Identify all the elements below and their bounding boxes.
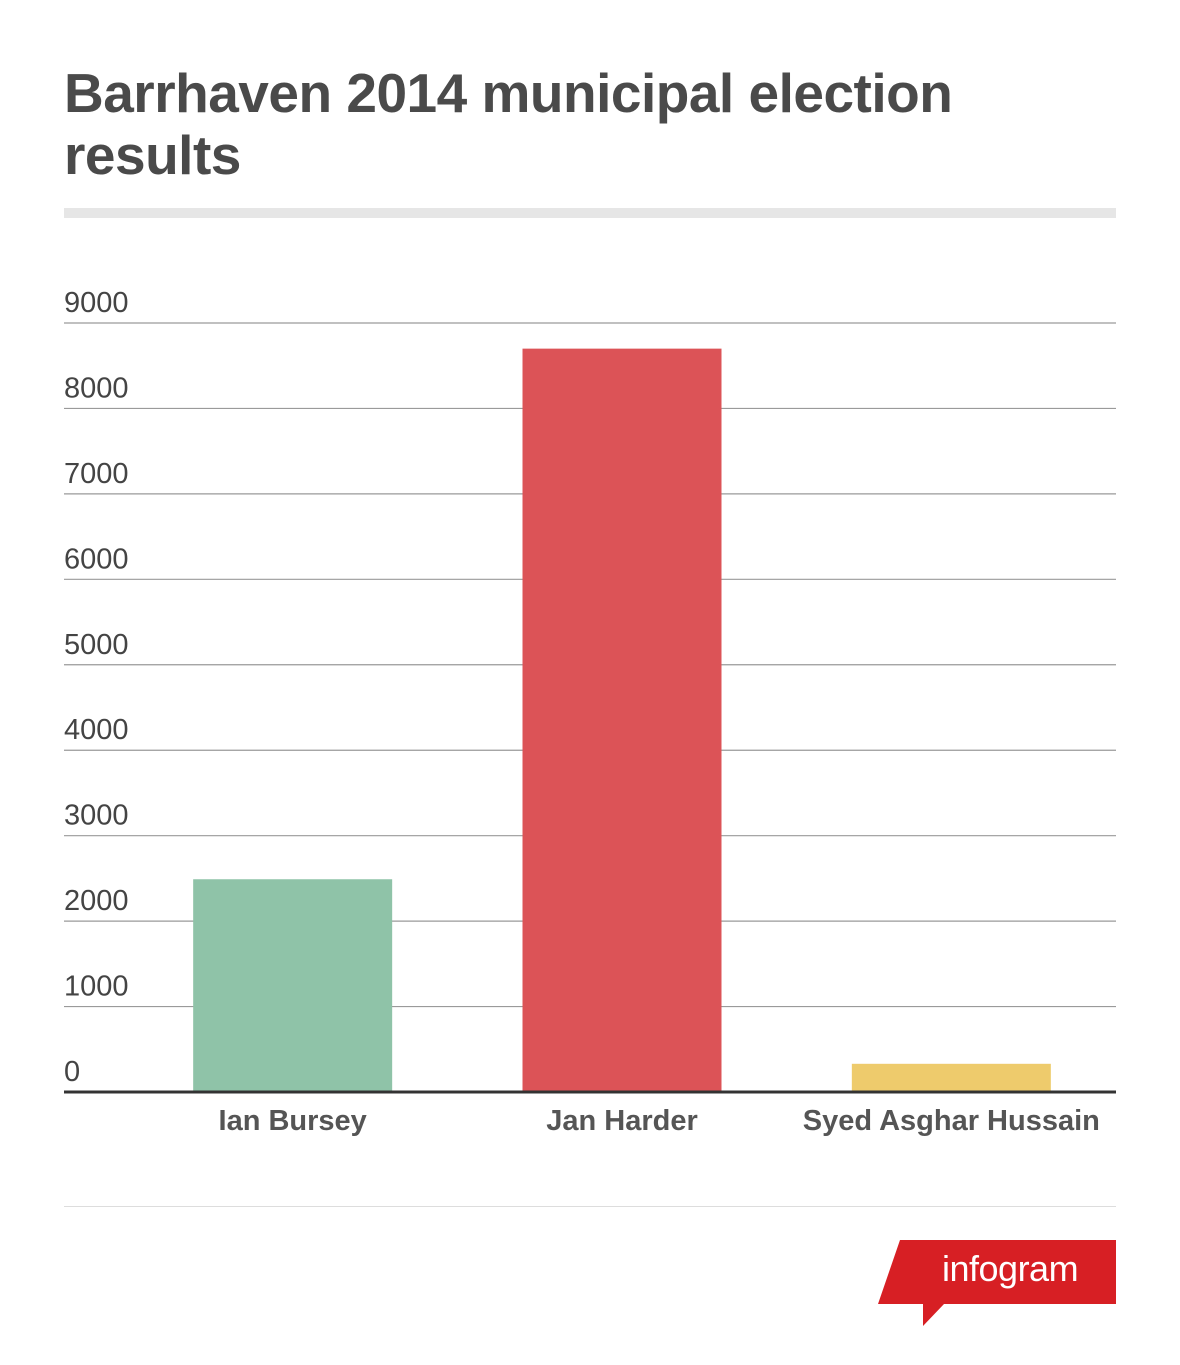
x-tick-label: Syed Asghar Hussain	[803, 1105, 1100, 1137]
bar-jan-harder	[522, 348, 722, 1093]
y-tick-label: 1000	[64, 971, 129, 1003]
y-tick-label: 6000	[64, 543, 129, 575]
footer-divider	[64, 1206, 1116, 1207]
bar-ian-bursey	[193, 879, 393, 1092]
x-tick-label: Jan Harder	[546, 1105, 698, 1137]
bar-chart: 0 1000 2000 3000 4000 5000 6000 7000 8000 9000 Ia…	[64, 287, 1116, 1137]
bars	[193, 348, 1051, 1093]
y-tick-label: 4000	[64, 714, 129, 746]
title-divider	[64, 208, 1116, 218]
y-tick-label: 0	[64, 1056, 80, 1088]
y-tick-label: 9000	[64, 287, 129, 319]
chart-title: Barrhaven 2014 municipal election result…	[64, 62, 953, 186]
x-axis-labels: Ian Bursey Jan Harder Syed Asghar Hussain	[219, 1105, 1100, 1137]
y-tick-label: 2000	[64, 885, 129, 917]
logo-text: infogram	[942, 1248, 1079, 1289]
y-tick-label: 5000	[64, 629, 129, 661]
y-tick-label: 3000	[64, 800, 129, 832]
y-tick-label: 7000	[64, 458, 129, 490]
infogram-logo[interactable]: infogram	[878, 1240, 1118, 1330]
y-axis-ticks: 0 1000 2000 3000 4000 5000 6000 7000 8000 9000	[64, 287, 129, 1088]
y-tick-label: 8000	[64, 372, 129, 404]
bar-syed-asghar-hussain	[851, 1063, 1051, 1092]
x-tick-label: Ian Bursey	[219, 1105, 367, 1137]
logo-flag-shape	[878, 1240, 1116, 1326]
